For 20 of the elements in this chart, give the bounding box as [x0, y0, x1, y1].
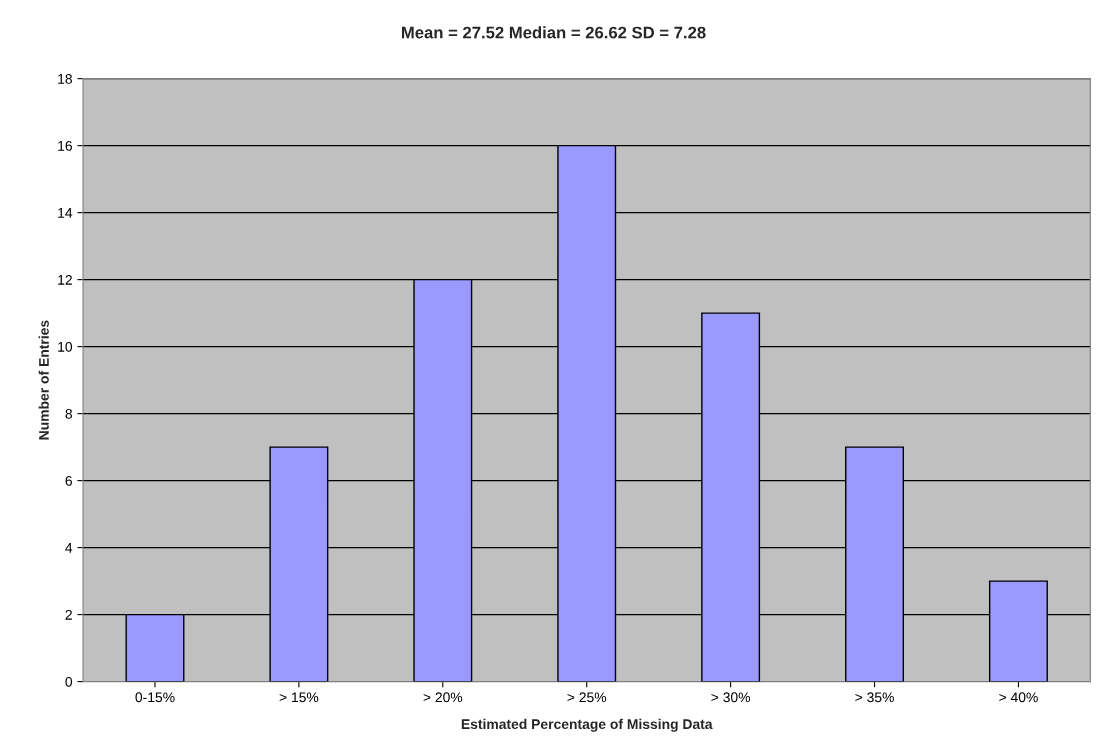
y-tick-label: 0: [65, 676, 73, 687]
y-tick-label: 4: [65, 543, 73, 553]
y-tick-label: 18: [58, 73, 73, 84]
x-tick-label: 0-15%: [135, 692, 175, 703]
y-tick-label: 16: [58, 140, 72, 151]
x-tick-label: > 15%: [279, 692, 319, 703]
x-axis-title: Estimated Percentage of Missing Data: [461, 718, 713, 732]
chart-title: Mean = 27.52 Median = 26.62 SD = 7.28: [401, 26, 706, 39]
x-tick-label: > 40%: [999, 692, 1038, 703]
y-tick-label: 2: [65, 609, 72, 620]
x-tick-label: > 25%: [567, 692, 607, 703]
y-tick-label: 12: [58, 274, 72, 285]
x-tick-label: > 20%: [423, 692, 463, 703]
y-tick-label: 14: [58, 208, 73, 218]
y-axis-title: Number of Entries: [38, 320, 49, 440]
x-tick-label: > 35%: [855, 692, 894, 703]
y-tick-label: 10: [58, 341, 73, 352]
y-tick-label: 8: [65, 408, 73, 419]
x-tick-label: > 30%: [711, 692, 751, 703]
y-tick-label: 6: [65, 475, 72, 486]
